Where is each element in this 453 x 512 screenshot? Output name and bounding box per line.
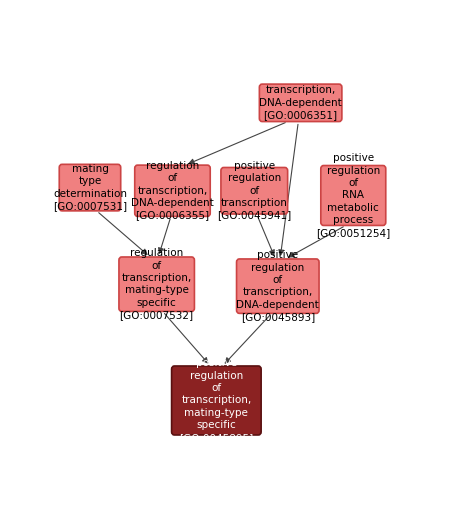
FancyBboxPatch shape bbox=[172, 366, 261, 435]
Text: positive
regulation
of
transcription,
DNA-dependent
[GO:0045893]: positive regulation of transcription, DN… bbox=[236, 250, 319, 322]
FancyBboxPatch shape bbox=[321, 165, 386, 225]
Text: regulation
of
transcription,
mating-type
specific
[GO:0007532]: regulation of transcription, mating-type… bbox=[120, 248, 194, 320]
Text: positive
regulation
of
transcription
[GO:0045941]: positive regulation of transcription [GO… bbox=[217, 161, 291, 221]
FancyBboxPatch shape bbox=[260, 84, 342, 121]
FancyBboxPatch shape bbox=[221, 167, 288, 214]
Text: positive
regulation
of
transcription,
mating-type
specific
[GO:0045895]: positive regulation of transcription, ma… bbox=[179, 358, 254, 443]
Text: positive
regulation
of
RNA
metabolic
process
[GO:0051254]: positive regulation of RNA metabolic pro… bbox=[316, 153, 390, 238]
FancyBboxPatch shape bbox=[236, 259, 319, 313]
FancyBboxPatch shape bbox=[59, 164, 120, 211]
Text: transcription,
DNA-dependent
[GO:0006351]: transcription, DNA-dependent [GO:0006351… bbox=[259, 86, 342, 120]
Text: mating
type
determination
[GO:0007531]: mating type determination [GO:0007531] bbox=[53, 164, 127, 211]
Text: regulation
of
transcription,
DNA-dependent
[GO:0006355]: regulation of transcription, DNA-depende… bbox=[131, 161, 214, 221]
FancyBboxPatch shape bbox=[119, 257, 194, 311]
FancyBboxPatch shape bbox=[135, 165, 210, 217]
